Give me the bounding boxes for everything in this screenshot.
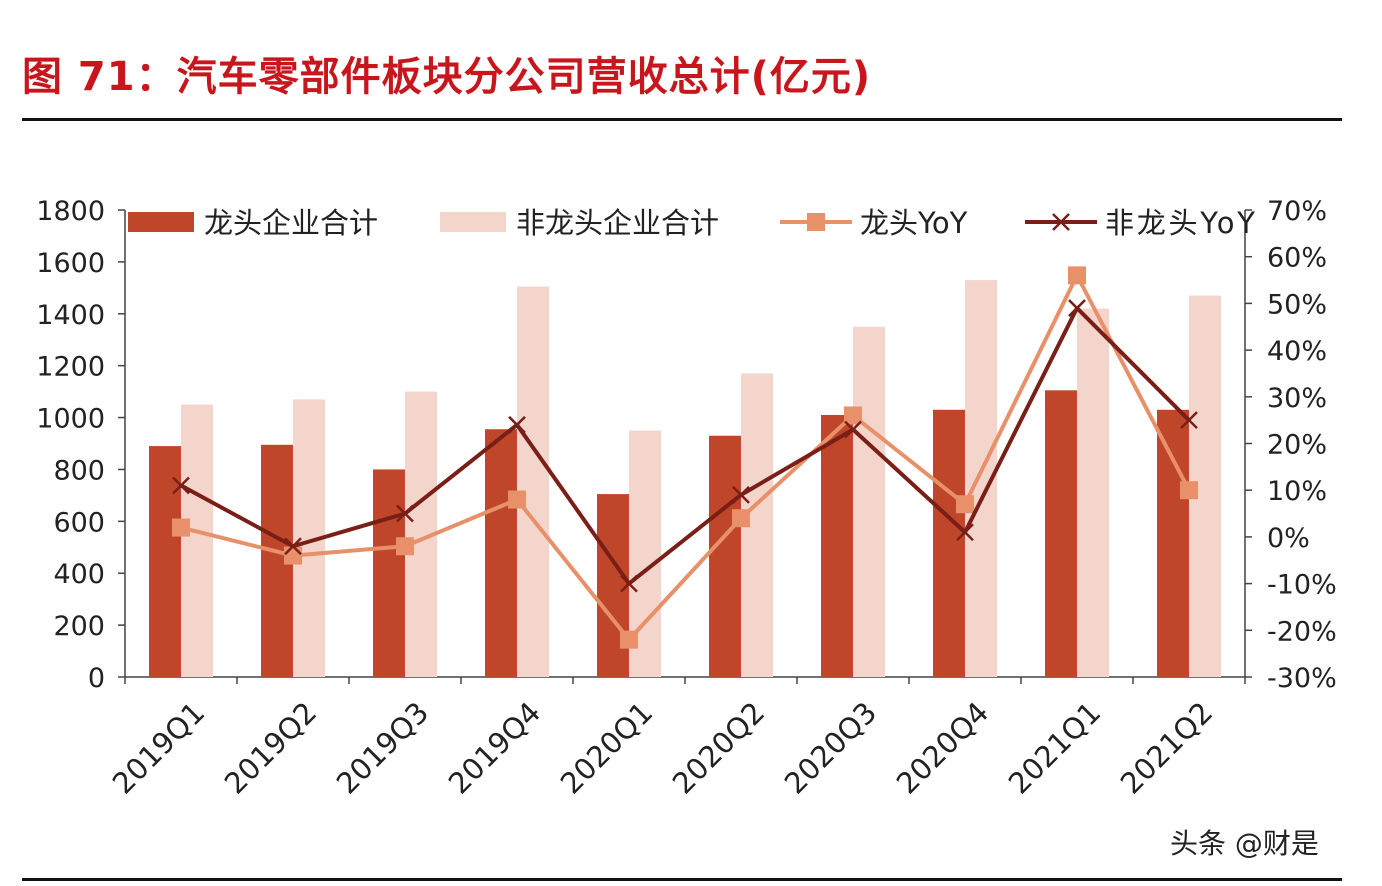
marker-stroke: [284, 537, 302, 556]
marker-leader-yoy: [172, 518, 190, 537]
marker-stroke: [1180, 411, 1198, 430]
y-right-tick-label: 20%: [1267, 430, 1327, 461]
y-right-tick-label: 30%: [1267, 383, 1327, 414]
watermark: 头条 @财是: [1170, 827, 1319, 860]
marker-leader-yoy: [1180, 481, 1198, 500]
x-tick-label: 2020Q3: [778, 695, 883, 800]
marker-leader-yoy: [732, 509, 750, 528]
y-left-tick-label: 0: [88, 663, 105, 694]
x-tick-label: 2020Q2: [666, 695, 771, 800]
x-tick-label: 2019Q2: [218, 695, 323, 800]
line-non-leader-yoy: [180, 306, 1191, 586]
y-left-tick-label: 400: [53, 559, 105, 590]
line-leader-yoy: [180, 273, 1191, 642]
bar-non-leader: [181, 404, 213, 677]
marker-leader-yoy: [956, 495, 974, 514]
marker-stroke: [172, 476, 190, 495]
legend-label: 龙头企业合计: [204, 206, 378, 240]
marker-non-leader-yoy: [396, 504, 414, 523]
bar-leader: [821, 414, 853, 677]
x-tick-label: 2019Q4: [442, 695, 547, 800]
marker-non-leader-yoy: [844, 420, 862, 439]
y-right-tick-label: 60%: [1267, 243, 1327, 274]
marker-leader-yoy: [284, 546, 302, 565]
x-tick-label: 2021Q1: [1002, 695, 1107, 800]
y-right-tick-label: -20%: [1267, 616, 1337, 647]
bar-leader: [709, 435, 741, 677]
bar-leader: [597, 494, 629, 677]
marker-non-leader-yoy: [1180, 411, 1198, 430]
bar-leader: [485, 429, 517, 677]
legend-swatch: [128, 212, 194, 232]
bar-leader: [1045, 390, 1077, 677]
bar-non-leader: [517, 286, 549, 677]
y-right-tick-label: -30%: [1267, 663, 1337, 694]
y-left-tick-label: 200: [53, 611, 105, 642]
legend: 龙头企业合计 非龙头企业合计 龙头YoY 非龙头YoY: [128, 206, 1255, 240]
marker-leader-yoy: [1068, 266, 1086, 285]
legend-label: 非龙头YoY: [1105, 206, 1255, 240]
legend-label: 龙头YoY: [860, 206, 968, 240]
lines-layer: [172, 266, 1198, 649]
legend-swatch: [440, 212, 506, 232]
marker-stroke: [956, 523, 974, 542]
marker-stroke: [732, 485, 750, 504]
bar-leader: [373, 469, 405, 677]
bar-leader: [933, 409, 965, 677]
y-left-tick-label: 800: [53, 455, 105, 486]
marker-leader-yoy: [844, 406, 862, 425]
marker-non-leader-yoy: [1068, 299, 1086, 317]
y-left-tick-label: 600: [53, 507, 105, 538]
marker-non-leader-yoy: [508, 415, 526, 434]
bars-layer: [149, 280, 1221, 677]
x-tick-label: 2021Q2: [1114, 695, 1219, 800]
marker-stroke: [1068, 299, 1086, 317]
marker-non-leader-yoy: [956, 523, 974, 542]
marker-stroke: [620, 574, 638, 593]
marker-stroke: [508, 415, 526, 434]
bottom-rule: [22, 878, 1342, 881]
figure-title: 图 71：汽车零部件板块分公司营收总计(亿元): [22, 54, 872, 100]
y-left-tick-label: 1000: [36, 404, 105, 435]
marker-non-leader-yoy: [732, 485, 750, 504]
bar-leader: [149, 446, 181, 677]
y-right-tick-label: 0%: [1267, 523, 1310, 554]
marker-non-leader-yoy: [284, 537, 302, 556]
y-right-tick-label: 10%: [1267, 476, 1327, 507]
y-left-tick-label: 1600: [36, 248, 105, 279]
legend-label: 非龙头企业合计: [516, 206, 719, 240]
title-rule: [22, 118, 1342, 121]
y-right-tick-label: 40%: [1267, 336, 1327, 367]
bar-non-leader: [853, 326, 885, 677]
marker-leader-yoy: [508, 490, 526, 509]
y-left-tick-label: 1200: [36, 352, 105, 383]
x-tick-label: 2020Q4: [890, 695, 995, 800]
marker-leader-yoy: [620, 630, 638, 649]
marker-stroke: [396, 504, 414, 523]
legend-marker: [1052, 213, 1070, 231]
axes-layer: 0 200 400 600 800 1000 1200 1400 1600 1800 -30% -20…: [36, 196, 1336, 801]
bar-non-leader: [1077, 308, 1109, 677]
legend-marker: [807, 213, 825, 231]
marker-non-leader-yoy: [620, 574, 638, 593]
marker-leader-yoy: [396, 537, 414, 556]
x-tick-label: 2020Q1: [554, 695, 659, 800]
x-tick-label: 2019Q3: [330, 695, 435, 800]
marker-non-leader-yoy: [172, 476, 190, 495]
y-left-tick-label: 1400: [36, 300, 105, 331]
marker-stroke: [844, 420, 862, 439]
x-tick-label: 2019Q1: [106, 695, 211, 800]
y-right-tick-label: 50%: [1267, 289, 1327, 320]
y-right-tick-label: -10%: [1267, 570, 1337, 601]
y-left-tick-label: 1800: [36, 196, 105, 227]
bar-leader: [1157, 409, 1189, 677]
y-right-tick-label: 70%: [1267, 196, 1327, 227]
